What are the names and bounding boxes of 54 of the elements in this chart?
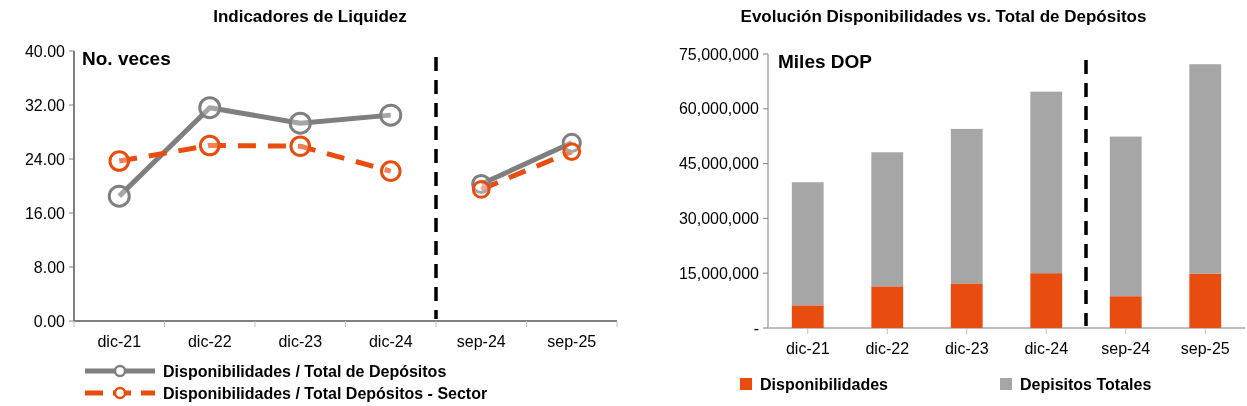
y-tick-label: 16.00 <box>24 204 66 222</box>
point <box>288 111 312 135</box>
y-tick-label: 40.00 <box>24 42 66 60</box>
bar <box>1189 273 1222 328</box>
bar <box>1030 91 1063 274</box>
bar <box>871 286 904 328</box>
y-tick-label: 32.00 <box>24 96 66 114</box>
point <box>471 179 491 199</box>
bar <box>791 305 824 328</box>
y-tick-label: 8.00 <box>33 258 66 276</box>
point <box>198 134 221 157</box>
chart-title: Indicadores de Liquidez <box>213 7 407 26</box>
point <box>107 184 131 208</box>
bar <box>1109 136 1142 297</box>
y-axis-title: Miles DOP <box>778 51 873 72</box>
y-tick-label: 24.00 <box>24 150 66 168</box>
x-tick-label: sep-24 <box>1101 340 1151 357</box>
y-tick-label: 60,000,000 <box>678 100 760 118</box>
x-tick-label: dic-21 <box>97 333 142 350</box>
bar <box>871 152 904 287</box>
x-tick-label: dic-21 <box>785 340 830 357</box>
x-tick-label: dic-23 <box>278 333 323 350</box>
bar <box>950 283 983 328</box>
x-tick-label: sep-25 <box>1180 340 1230 357</box>
point <box>379 160 402 182</box>
point <box>379 103 403 127</box>
y-tick-label: 15,000,000 <box>678 264 760 282</box>
x-tick-label: dic-22 <box>187 333 232 350</box>
x-tick-label: dic-23 <box>944 340 989 357</box>
bar <box>1109 296 1142 328</box>
y-axis-title: No. veces <box>82 48 171 69</box>
y-tick-label: 0.00 <box>33 312 66 330</box>
point <box>108 150 131 172</box>
legend-label: Depisitos Totales <box>1020 375 1152 393</box>
x-tick-label: dic-24 <box>1024 340 1069 357</box>
point <box>562 142 582 161</box>
bar <box>1030 273 1063 328</box>
bar <box>950 128 983 284</box>
legend-label: Disponibilidades <box>760 375 889 393</box>
x-tick-label: sep-24 <box>456 333 506 350</box>
y-tick-label: 45,000,000 <box>678 155 760 173</box>
bar <box>791 182 824 306</box>
chart-title: Evolución Disponibilidades vs. Total de Depósitos <box>740 7 1147 26</box>
legend-label: Disponibilidades / Total de Depósitos <box>163 362 447 380</box>
y-tick-label: 30,000,000 <box>678 210 760 227</box>
bar <box>1189 64 1222 274</box>
x-tick-label: sep-25 <box>547 333 597 350</box>
point <box>289 135 312 157</box>
legend-label: Disponibilidades / Total Depósitos - Sector <box>163 384 488 402</box>
y-tick-label: 75,000,000 <box>678 45 760 63</box>
point <box>198 96 222 120</box>
x-tick-label: dic-24 <box>368 333 413 350</box>
y-tick-label: - <box>753 319 759 337</box>
x-tick-label: dic-22 <box>865 340 910 357</box>
